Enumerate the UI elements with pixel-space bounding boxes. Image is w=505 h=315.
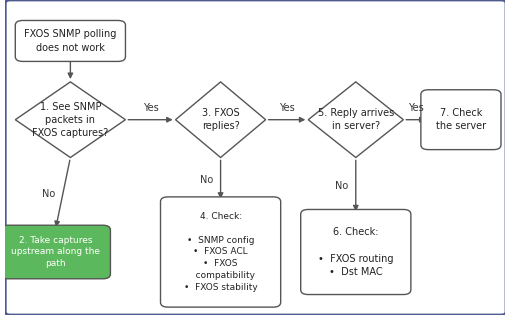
Text: 3. FXOS
replies?: 3. FXOS replies?	[201, 108, 239, 131]
Text: No: No	[334, 181, 347, 191]
Polygon shape	[15, 82, 125, 158]
Text: 7. Check
the server: 7. Check the server	[435, 108, 485, 131]
Text: 5. Reply arrives
in server?: 5. Reply arrives in server?	[317, 108, 393, 131]
Text: Yes: Yes	[279, 103, 294, 113]
Polygon shape	[308, 82, 402, 158]
FancyBboxPatch shape	[15, 20, 125, 61]
FancyBboxPatch shape	[300, 209, 410, 295]
Text: 1. See SNMP
packets in
FXOS captures?: 1. See SNMP packets in FXOS captures?	[32, 101, 108, 138]
Text: FXOS SNMP polling
does not work: FXOS SNMP polling does not work	[24, 29, 116, 53]
Text: 6. Check:

•  FXOS routing
•  Dst MAC: 6. Check: • FXOS routing • Dst MAC	[318, 227, 393, 277]
FancyBboxPatch shape	[160, 197, 280, 307]
FancyBboxPatch shape	[1, 225, 110, 279]
Text: No: No	[42, 189, 55, 199]
Text: 2. Take captures
upstream along the
path: 2. Take captures upstream along the path	[11, 236, 99, 268]
Polygon shape	[175, 82, 265, 158]
Text: 4. Check:

•  SNMP config
•  FXOS ACL
•  FXOS
   compatibility
•  FXOS stability: 4. Check: • SNMP config • FXOS ACL • FXO…	[183, 212, 257, 292]
Text: Yes: Yes	[142, 103, 158, 113]
Text: Yes: Yes	[407, 103, 423, 113]
FancyBboxPatch shape	[5, 0, 505, 315]
Text: No: No	[199, 175, 213, 185]
FancyBboxPatch shape	[420, 90, 500, 150]
